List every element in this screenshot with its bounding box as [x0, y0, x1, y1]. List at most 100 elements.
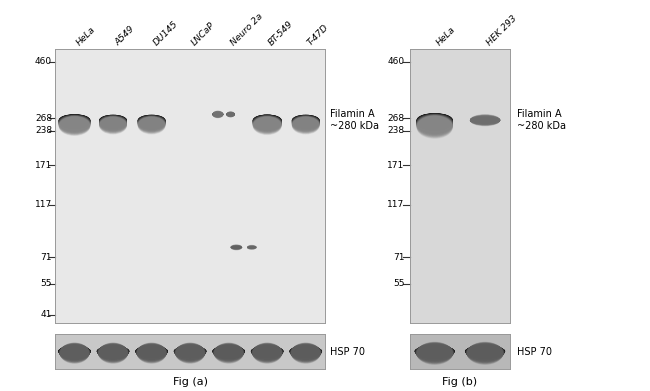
Ellipse shape [247, 246, 257, 249]
Ellipse shape [466, 343, 504, 362]
Ellipse shape [289, 346, 322, 356]
Ellipse shape [58, 115, 90, 127]
Ellipse shape [99, 115, 127, 127]
Ellipse shape [174, 345, 206, 359]
Ellipse shape [226, 111, 235, 117]
Ellipse shape [226, 112, 235, 117]
Ellipse shape [99, 117, 127, 133]
Ellipse shape [465, 344, 504, 360]
Ellipse shape [59, 344, 90, 361]
Ellipse shape [417, 115, 453, 137]
Ellipse shape [99, 115, 127, 126]
Text: 71: 71 [393, 253, 404, 262]
Ellipse shape [417, 115, 453, 135]
Text: Filamin A
~280 kDa: Filamin A ~280 kDa [330, 109, 379, 131]
Ellipse shape [467, 343, 504, 363]
Ellipse shape [417, 114, 453, 131]
Ellipse shape [467, 343, 504, 363]
Ellipse shape [417, 113, 453, 128]
Ellipse shape [138, 116, 166, 131]
Ellipse shape [417, 342, 453, 364]
Ellipse shape [213, 111, 223, 118]
Ellipse shape [138, 117, 166, 133]
Ellipse shape [59, 344, 90, 360]
Ellipse shape [465, 344, 504, 359]
Ellipse shape [97, 346, 129, 358]
Ellipse shape [58, 116, 90, 134]
Ellipse shape [136, 346, 168, 358]
Ellipse shape [99, 117, 127, 135]
Ellipse shape [247, 245, 257, 249]
Ellipse shape [231, 245, 242, 249]
Ellipse shape [58, 115, 90, 130]
Text: Fig (b): Fig (b) [442, 377, 478, 387]
Ellipse shape [247, 246, 257, 249]
Ellipse shape [290, 344, 321, 360]
Ellipse shape [251, 346, 283, 357]
Text: 55: 55 [40, 280, 52, 289]
Ellipse shape [231, 245, 242, 250]
Ellipse shape [138, 116, 166, 132]
Ellipse shape [292, 115, 320, 126]
Ellipse shape [291, 344, 321, 361]
Ellipse shape [251, 346, 283, 358]
Ellipse shape [176, 343, 205, 363]
Ellipse shape [213, 344, 244, 360]
Ellipse shape [292, 115, 320, 127]
Ellipse shape [247, 245, 257, 249]
Ellipse shape [417, 113, 453, 129]
Ellipse shape [213, 111, 223, 118]
Ellipse shape [174, 346, 206, 357]
Ellipse shape [213, 346, 244, 358]
Ellipse shape [417, 113, 453, 129]
Ellipse shape [213, 111, 223, 118]
Ellipse shape [415, 345, 454, 358]
Ellipse shape [470, 115, 500, 126]
Ellipse shape [292, 116, 320, 132]
Ellipse shape [253, 115, 281, 126]
Ellipse shape [214, 343, 244, 362]
Ellipse shape [99, 115, 127, 128]
Ellipse shape [226, 112, 235, 117]
Ellipse shape [213, 111, 223, 117]
Ellipse shape [226, 112, 235, 117]
Ellipse shape [58, 115, 90, 130]
Text: LNCaP: LNCaP [190, 20, 217, 47]
Ellipse shape [58, 116, 90, 133]
Ellipse shape [176, 343, 205, 363]
Ellipse shape [290, 345, 322, 359]
Ellipse shape [415, 344, 454, 360]
Ellipse shape [213, 111, 223, 117]
Ellipse shape [253, 117, 281, 135]
Ellipse shape [213, 344, 244, 360]
Ellipse shape [416, 343, 454, 361]
Ellipse shape [253, 115, 281, 126]
Text: 238: 238 [387, 126, 404, 135]
Ellipse shape [292, 115, 320, 126]
Ellipse shape [213, 111, 223, 118]
Ellipse shape [470, 116, 500, 124]
Ellipse shape [226, 111, 235, 117]
Ellipse shape [292, 117, 320, 133]
Ellipse shape [175, 344, 205, 361]
Ellipse shape [252, 344, 283, 361]
Ellipse shape [417, 114, 453, 130]
Ellipse shape [226, 112, 235, 117]
Ellipse shape [138, 115, 166, 128]
Ellipse shape [99, 116, 127, 132]
Ellipse shape [251, 346, 283, 357]
Ellipse shape [247, 246, 257, 249]
Ellipse shape [417, 116, 453, 138]
Ellipse shape [213, 111, 223, 118]
Ellipse shape [175, 344, 205, 360]
Ellipse shape [415, 344, 454, 360]
Ellipse shape [290, 345, 322, 358]
Ellipse shape [470, 115, 500, 126]
Ellipse shape [417, 115, 453, 134]
Text: DU145: DU145 [151, 19, 179, 47]
Ellipse shape [247, 245, 257, 249]
Ellipse shape [175, 344, 205, 361]
Ellipse shape [58, 345, 90, 359]
Ellipse shape [253, 115, 281, 129]
Ellipse shape [251, 346, 283, 356]
